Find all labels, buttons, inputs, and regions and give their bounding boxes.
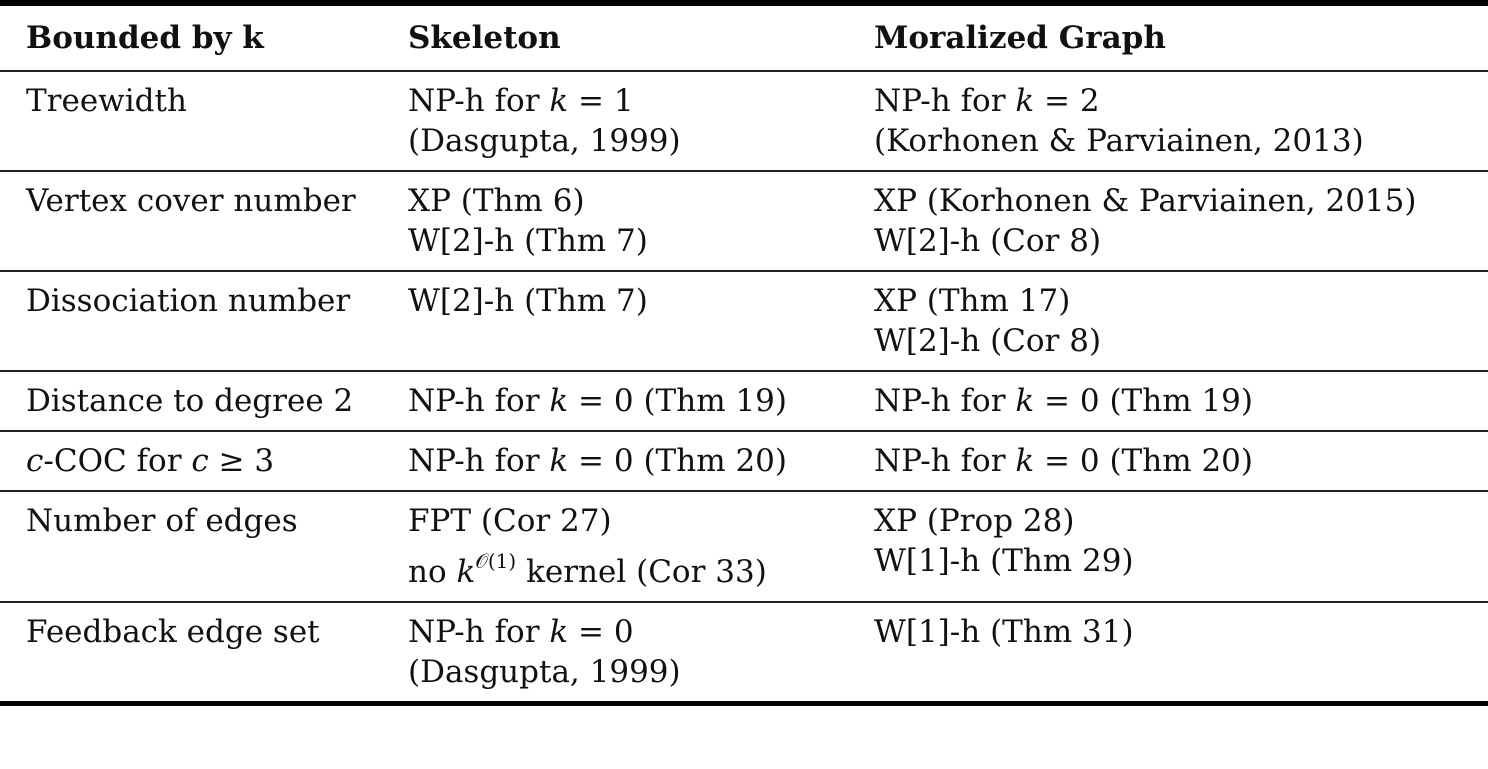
moralized-cell: NP-h for k = 2 (Korhonen & Parviainen, 2…: [874, 83, 1364, 159]
param-cell: Number of edges: [26, 503, 298, 539]
moralized-cell: XP (Korhonen & Parviainen, 2015) W[2]-h …: [874, 183, 1417, 259]
skeleton-cell: W[2]-h (Thm 7): [408, 283, 648, 319]
moralized-cell: XP (Thm 17) W[2]-h (Cor 8): [874, 283, 1102, 359]
complexity-table: Bounded by k Skeleton Moralized Graph Tr…: [0, 3, 1488, 704]
param-cell: Treewidth: [26, 83, 187, 119]
table-row: Dissociation number W[2]-h (Thm 7) XP (T…: [0, 271, 1488, 371]
skeleton-cell: NP-h for k = 0 (Thm 19): [408, 383, 787, 419]
param-cell: Vertex cover number: [26, 183, 356, 219]
skeleton-cell: NP-h for k = 0 (Dasgupta, 1999): [408, 614, 681, 690]
skeleton-cell: FPT (Cor 27) no k𝒪(1) kernel (Cor 33): [408, 503, 767, 590]
table-row: Number of edges FPT (Cor 27) no k𝒪(1) ke…: [0, 491, 1488, 602]
header-skeleton: Skeleton: [382, 3, 848, 72]
header-moralized-graph: Moralized Graph: [848, 3, 1488, 72]
table-row: Feedback edge set NP-h for k = 0 (Dasgup…: [0, 602, 1488, 704]
moralized-cell: NP-h for k = 0 (Thm 20): [874, 443, 1253, 479]
skeleton-cell: XP (Thm 6) W[2]-h (Thm 7): [408, 183, 648, 259]
moralized-cell: XP (Prop 28) W[1]-h (Thm 29): [874, 503, 1134, 579]
moralized-cell: W[1]-h (Thm 31): [874, 614, 1134, 650]
table-row: Distance to degree 2 NP-h for k = 0 (Thm…: [0, 371, 1488, 431]
param-cell: Feedback edge set: [26, 614, 320, 650]
table-row: Treewidth NP-h for k = 1 (Dasgupta, 1999…: [0, 71, 1488, 171]
table-row: Vertex cover number XP (Thm 6) W[2]-h (T…: [0, 171, 1488, 271]
moralized-cell: NP-h for k = 0 (Thm 19): [874, 383, 1253, 419]
table-row: c-COC for c ≥ 3 NP-h for k = 0 (Thm 20) …: [0, 431, 1488, 491]
param-cell: Dissociation number: [26, 283, 351, 319]
skeleton-cell: NP-h for k = 1 (Dasgupta, 1999): [408, 83, 681, 159]
header-bounded-by-k: Bounded by k: [0, 3, 382, 72]
param-cell: c-COC for c ≥ 3: [26, 443, 275, 479]
param-cell: Distance to degree 2: [26, 383, 354, 419]
skeleton-cell: NP-h for k = 0 (Thm 20): [408, 443, 787, 479]
